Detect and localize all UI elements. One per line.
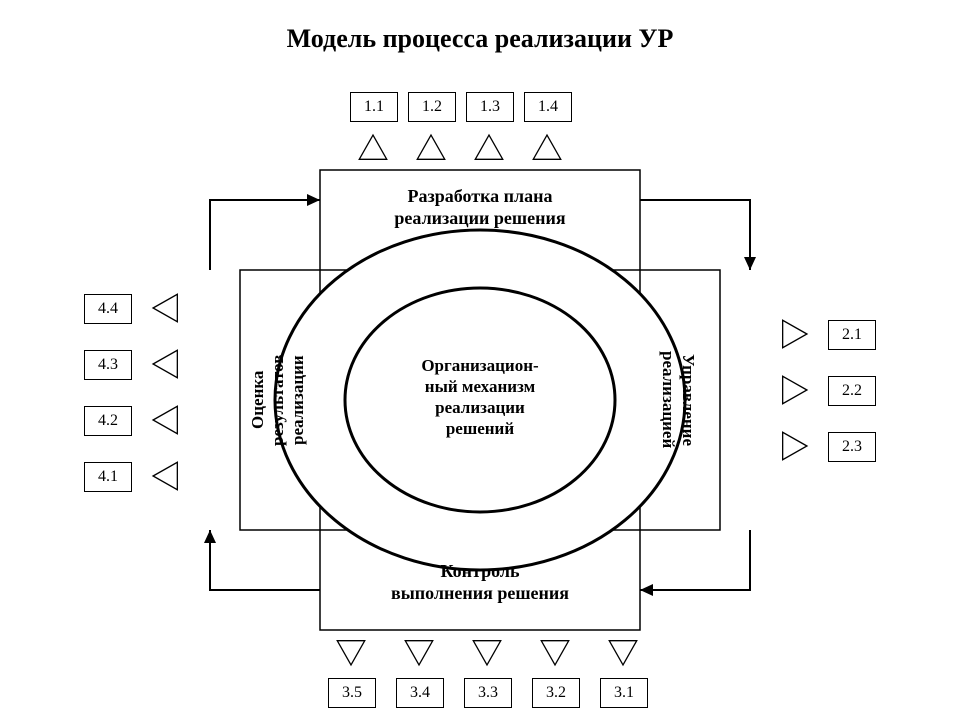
numbox-3-2: 3.2	[532, 678, 580, 708]
numbox-2-3: 2.3	[828, 432, 876, 462]
numbox-3-3: 3.3	[464, 678, 512, 708]
block-right-label: Управлениереализацией	[658, 300, 698, 500]
numbox-1-1: 1.1	[350, 92, 398, 122]
numbox-2-1: 2.1	[828, 320, 876, 350]
numbox-3-1: 3.1	[600, 678, 648, 708]
numbox-3-5: 3.5	[328, 678, 376, 708]
numbox-4-1: 4.1	[84, 462, 132, 492]
block-bottom-label: Контрольвыполнения решения	[320, 560, 640, 604]
numbox-3-4: 3.4	[396, 678, 444, 708]
block-left-label: Оценкарезультатовреализации	[248, 285, 308, 515]
block-top-label: Разработка планареализации решения	[320, 185, 640, 229]
numbox-4-3: 4.3	[84, 350, 132, 380]
numbox-1-3: 1.3	[466, 92, 514, 122]
numbox-4-2: 4.2	[84, 406, 132, 436]
numbox-4-4: 4.4	[84, 294, 132, 324]
center-label: Организацион- ный механизм реализации ре…	[370, 355, 590, 439]
numbox-1-4: 1.4	[524, 92, 572, 122]
numbox-1-2: 1.2	[408, 92, 456, 122]
numbox-2-2: 2.2	[828, 376, 876, 406]
